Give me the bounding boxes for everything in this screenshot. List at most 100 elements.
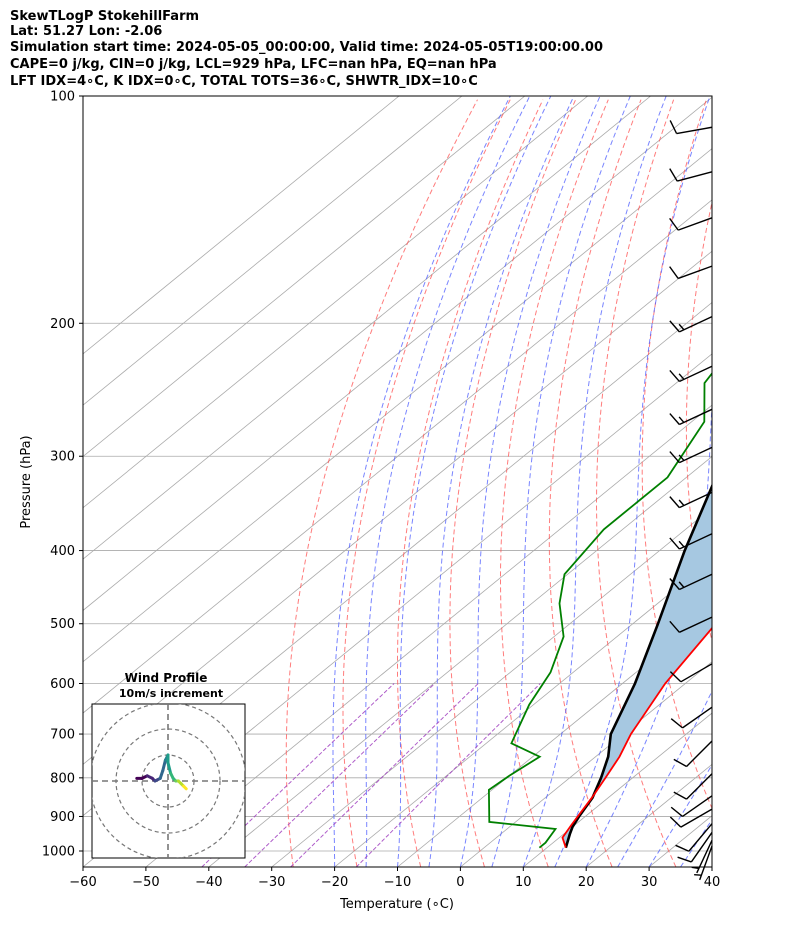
moist-adiabat <box>522 96 667 867</box>
x-tick-label: −60 <box>69 875 96 890</box>
isotherm-line <box>648 815 712 867</box>
dry-adiabat <box>285 99 478 867</box>
x-tick-label: 40 <box>704 875 721 890</box>
isotherm-line <box>83 96 589 509</box>
moist-adiabat <box>648 764 712 867</box>
wind-barbs <box>669 120 713 881</box>
isotherm-line <box>83 199 712 714</box>
wind-barb <box>670 795 713 818</box>
isotherm-line <box>334 558 712 867</box>
x-tick-label: −40 <box>195 875 222 890</box>
dewpoint-line <box>487 371 712 849</box>
dry-adiabat <box>548 99 642 867</box>
wind-barb <box>669 446 713 464</box>
moist-adiabat <box>711 866 712 867</box>
moist-adiabat <box>491 96 631 867</box>
dry-adiabat <box>449 99 577 867</box>
mixing-ratio-line <box>290 683 479 867</box>
y-tick-label: 400 <box>50 544 75 559</box>
wind-barb <box>669 408 713 426</box>
wind-barb <box>694 845 713 881</box>
wind-barb <box>675 823 713 852</box>
dry-adiabat <box>729 100 794 867</box>
y-tick-label: 100 <box>50 90 75 105</box>
dry-adiabat <box>500 99 609 867</box>
moist-adiabat <box>365 96 531 867</box>
isotherm-line <box>775 96 794 867</box>
isotherm-line <box>83 96 526 457</box>
y-tick-label: 700 <box>50 728 75 743</box>
isotherm-line <box>83 96 712 611</box>
y-tick-label: 800 <box>50 771 75 786</box>
hodograph-subtitle: 10m/s increment <box>119 687 223 700</box>
wind-barb <box>673 740 713 768</box>
isotherm-line <box>397 609 712 867</box>
isotherm-line <box>83 148 712 663</box>
x-tick-label: −50 <box>132 875 159 890</box>
hodograph-title: Wind Profile <box>125 671 208 685</box>
wind-barb <box>669 808 713 828</box>
wind-barb <box>669 573 713 591</box>
x-axis-label: Temperature (∘C) <box>339 897 454 912</box>
y-tick-label: 500 <box>50 617 75 632</box>
x-tick-label: 10 <box>515 875 532 890</box>
x-tick-label: 20 <box>578 875 595 890</box>
dry-adiabat <box>342 99 511 867</box>
temperature-line <box>561 626 712 848</box>
wind-barb <box>669 265 713 280</box>
y-tick-label: 900 <box>50 810 75 825</box>
mixing-ratio-line <box>201 683 395 867</box>
wind-barb <box>691 840 713 874</box>
time-line: Simulation start time: 2024-05-05_00:00:… <box>10 40 603 55</box>
isotherm-line <box>83 96 400 355</box>
dry-adiabat <box>641 99 712 810</box>
wind-barb <box>669 616 713 633</box>
x-tick-label: −20 <box>321 875 348 890</box>
y-tick-label: 300 <box>50 450 75 465</box>
hodograph-inset <box>91 703 246 859</box>
wind-barb <box>673 773 713 800</box>
dry-adiabat <box>685 200 712 643</box>
moist-adiabat <box>585 398 712 867</box>
isotherm-line <box>523 712 712 867</box>
x-tick-label: 30 <box>641 875 658 890</box>
y-tick-label: 1000 <box>42 845 75 860</box>
moist-adiabat <box>428 96 575 867</box>
x-tick-label: −10 <box>384 875 411 890</box>
x-tick-label: −30 <box>258 875 285 890</box>
y-axis-label: Pressure (hPa) <box>19 435 34 528</box>
isotherm-line <box>83 96 463 406</box>
x-tick-label: 0 <box>456 875 464 890</box>
hodograph-segment <box>182 784 188 791</box>
chart-title: SkewTLogP StokehillFarm <box>10 9 200 24</box>
wind-barb <box>669 168 713 182</box>
parcel-profile-line <box>564 483 712 849</box>
wind-barb <box>669 365 713 383</box>
wind-barb <box>669 120 713 135</box>
moist-adiabat <box>617 690 712 867</box>
wind-barb <box>669 663 713 683</box>
axis-ticks: −60 −50 −40 −30 −20 −10 0 10 20 30 40 1000 900 800 700… <box>42 90 720 891</box>
isotherm-line <box>271 507 712 867</box>
moist-adiabat <box>332 96 511 867</box>
y-tick-label: 600 <box>50 677 75 692</box>
mixing-ratio-line <box>355 683 541 867</box>
wind-barb <box>669 491 713 509</box>
cin-shading <box>562 486 712 848</box>
moist-adiabat <box>554 96 711 867</box>
indices-line-1: CAPE=0 j/kg, CIN=0 j/kg, LCL=929 hPa, LF… <box>10 57 497 72</box>
wind-barb <box>677 832 713 863</box>
hodograph-segment <box>161 758 167 773</box>
hodograph-segment <box>166 761 173 775</box>
dry-adiabat <box>397 99 544 867</box>
indices-line-2: LFT IDX=4∘C, K IDX=0∘C, TOTAL TOTS=36∘C,… <box>10 74 478 89</box>
wind-barb <box>669 316 713 333</box>
y-tick-label: 200 <box>50 317 75 332</box>
isotherm-line <box>145 404 712 867</box>
wind-barb <box>670 706 713 729</box>
isotherm-line <box>83 96 651 560</box>
mixing-ratio-line <box>244 683 436 867</box>
isotherm-line <box>208 455 712 867</box>
